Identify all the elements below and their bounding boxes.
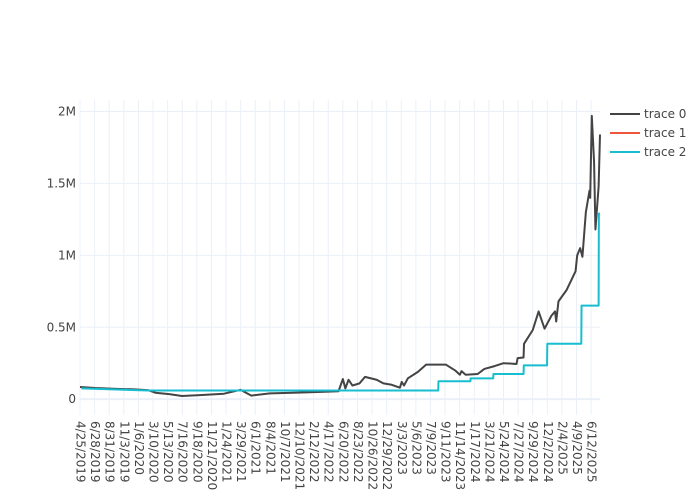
x-tick-label: 6/28/2019 — [88, 421, 102, 483]
x-tick-label: 11/21/2020 — [205, 421, 219, 490]
series-line-2 — [81, 212, 600, 392]
y-tick-label: 0 — [68, 392, 76, 406]
y-axis-ticks: 0 0.5M 1M 1.5M 2M — [47, 105, 76, 407]
y-tick-label: 2M — [58, 105, 76, 119]
x-tick-label: 6/12/2025 — [585, 421, 599, 483]
x-tick-label: 7/16/2020 — [176, 421, 190, 483]
y-tick-label: 1.5M — [47, 176, 76, 190]
grid-layer — [79, 100, 600, 415]
x-tick-label: 3/21/2024 — [482, 421, 496, 483]
x-tick-label: 9/18/2020 — [190, 421, 204, 483]
x-tick-label: 11/3/2019 — [117, 421, 131, 483]
x-tick-label: 3/29/2021 — [234, 421, 248, 483]
y-tick-label: 0.5M — [47, 320, 76, 334]
y-tick-label: 1M — [58, 248, 76, 262]
x-tick-label: 2/4/2025 — [555, 421, 569, 475]
x-tick-label: 1/17/2024 — [468, 421, 482, 483]
x-tick-label: 9/29/2024 — [526, 421, 540, 483]
x-axis-ticks: 4/25/2019 6/28/2019 8/31/2019 11/3/2019 1/6/… — [74, 421, 599, 490]
x-tick-label: 7/27/2024 — [512, 421, 526, 483]
x-tick-label: 12/10/2021 — [293, 421, 307, 490]
legend-label: trace 1 — [644, 126, 686, 140]
x-tick-label: 6/1/2021 — [249, 421, 263, 475]
x-tick-label: 1/24/2021 — [220, 421, 234, 483]
legend-item[interactable]: trace 1 — [610, 126, 686, 140]
legend-item[interactable]: trace 2 — [610, 145, 686, 159]
x-tick-label: 12/2/2024 — [541, 421, 555, 483]
x-tick-label: 8/23/2022 — [351, 421, 365, 483]
x-tick-label: 3/10/2020 — [147, 421, 161, 483]
x-tick-label: 5/6/2023 — [409, 421, 423, 475]
x-tick-label: 8/31/2019 — [103, 421, 117, 483]
x-tick-label: 4/25/2019 — [74, 421, 88, 483]
series-layer — [79, 114, 601, 398]
x-tick-label: 6/20/2022 — [336, 421, 350, 483]
x-tick-label: 2/12/2022 — [307, 421, 321, 483]
x-tick-label: 9/11/2023 — [439, 421, 453, 483]
x-tick-label: 12/29/2022 — [380, 421, 394, 490]
legend-label: trace 2 — [644, 145, 686, 159]
x-tick-label: 1/6/2020 — [132, 421, 146, 475]
x-tick-label: 11/14/2023 — [453, 421, 467, 490]
x-tick-label: 10/7/2021 — [278, 421, 292, 483]
x-tick-label: 8/4/2021 — [263, 421, 277, 475]
x-tick-label: 7/9/2023 — [424, 421, 438, 475]
series-line-0 — [79, 114, 601, 398]
x-tick-label: 4/9/2025 — [570, 421, 584, 475]
legend-label: trace 0 — [644, 107, 686, 121]
x-tick-label: 5/13/2020 — [161, 421, 175, 483]
x-tick-label: 10/26/2022 — [366, 421, 380, 490]
x-tick-label: 5/24/2024 — [497, 421, 511, 483]
legend-item[interactable]: trace 0 — [610, 107, 686, 121]
x-tick-label: 4/17/2022 — [322, 421, 336, 483]
legend[interactable]: trace 0 trace 1 trace 2 — [610, 107, 686, 159]
x-tick-label: 3/3/2023 — [395, 421, 409, 475]
